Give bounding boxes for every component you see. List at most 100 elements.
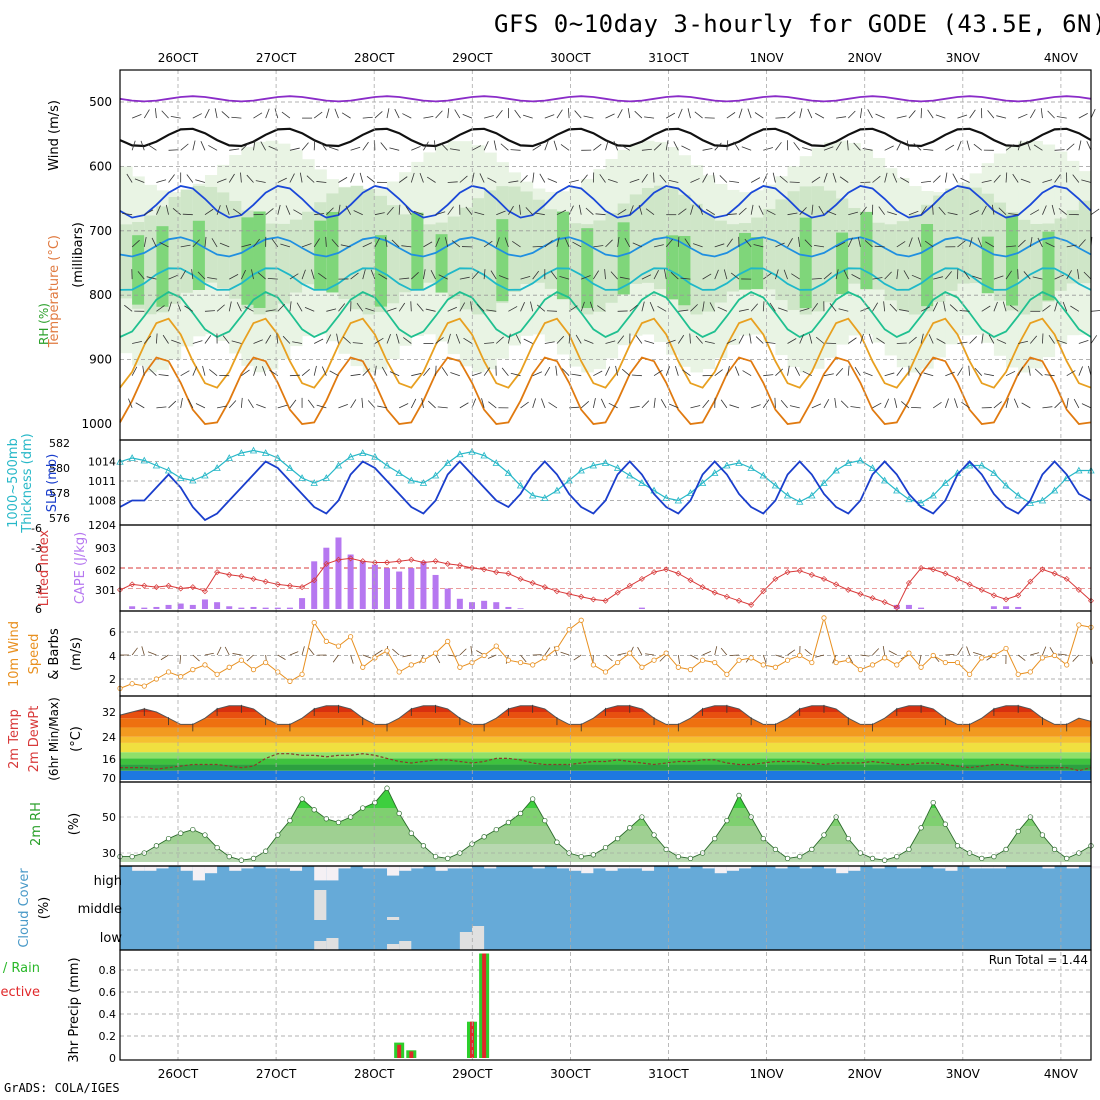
wind-barb [823, 373, 834, 377]
wind-barb [957, 240, 966, 248]
pressure-tick-label: 500 [89, 95, 112, 109]
thickness-point [1002, 481, 1010, 489]
rh-point [930, 799, 936, 806]
wind-barb [416, 303, 424, 312]
rh-point [1051, 846, 1058, 853]
wind-speed-point [918, 664, 924, 670]
wind-barb [966, 140, 971, 151]
wind-barb [938, 206, 946, 215]
lifted-index-point [214, 569, 221, 576]
thickness-point [565, 476, 573, 484]
wind-barb [510, 149, 521, 151]
wind-barb [301, 142, 309, 151]
wind-barb [326, 308, 337, 312]
wind-barb [277, 303, 286, 312]
rh-point [396, 810, 402, 817]
wind-barb [804, 239, 813, 248]
wind-barb [192, 366, 198, 376]
thickness-point [1050, 486, 1059, 494]
surface-wind-barb [141, 646, 145, 656]
wind-speed-point [360, 664, 366, 670]
wind-barb [702, 273, 712, 280]
wind-barb [969, 109, 976, 119]
rh-cell [629, 194, 643, 284]
isotherm-line [119, 127, 1092, 148]
cloud-cell [362, 866, 375, 869]
wind-barb [411, 271, 419, 280]
wind-barb [192, 113, 202, 119]
wind-barb [933, 276, 944, 280]
slp-tick-label: 1011 [88, 475, 116, 488]
wind-barb [963, 270, 970, 280]
cape-bar [165, 604, 172, 609]
cloud-cell [945, 866, 958, 871]
wind-barb [726, 338, 737, 344]
wind-barb [256, 403, 266, 409]
cloud-cell [459, 866, 472, 869]
wind-barb [1066, 270, 1072, 280]
wind-barb [362, 116, 373, 119]
wind-barb [884, 372, 895, 377]
wind-barb [532, 172, 535, 183]
rh-cell [690, 203, 704, 315]
wind-barb [1017, 239, 1026, 248]
wind-barb [900, 177, 910, 183]
thickness-point [735, 459, 743, 466]
wind-barb [860, 206, 867, 215]
wind-barb [241, 369, 250, 377]
rh-cell [387, 205, 400, 304]
wind-barb [168, 301, 172, 312]
wind-barb [156, 406, 167, 409]
wind-barb [847, 237, 853, 248]
wind-barb [471, 172, 475, 183]
wind-barb [410, 172, 415, 183]
wind-barb [775, 142, 782, 151]
wind-barb [132, 341, 143, 344]
rh-point [335, 819, 342, 826]
wind-barb [1029, 236, 1033, 247]
wind-speed-point [651, 657, 657, 663]
wind-barb [615, 365, 619, 376]
wind-barb [1017, 366, 1024, 376]
wind-barb [945, 144, 955, 151]
rh-cell [896, 221, 910, 311]
lifted-index-point [420, 559, 427, 566]
wind-barb [660, 399, 667, 409]
upper-wind-barbs [122, 108, 1100, 409]
wind-barb [932, 302, 938, 312]
wind-barb [666, 339, 676, 344]
wind-barb [1073, 398, 1080, 409]
wind-barb [386, 307, 397, 312]
wind-barb [276, 333, 279, 344]
wind-barb [374, 111, 383, 119]
wind-barb [1058, 208, 1067, 216]
cloud-cell [714, 866, 727, 874]
wind-barb [1005, 370, 1016, 377]
rh-cell [836, 232, 849, 295]
thickness-point [310, 479, 318, 486]
rh-cell [241, 217, 255, 305]
rh-cell [860, 211, 874, 290]
lifted-index-point [359, 558, 366, 565]
wind-barb [1083, 271, 1092, 280]
wind-speed-point [615, 659, 621, 666]
wind-barb [670, 271, 679, 280]
surface-wind-barb [232, 653, 242, 656]
cloud-cell [399, 866, 412, 871]
cape-bar [384, 568, 391, 609]
wind-barb [714, 243, 725, 248]
date-label-bottom: 31OCT [648, 1067, 689, 1081]
wind-barb [546, 310, 557, 312]
lifted-index-point [820, 575, 827, 582]
rh-cell [277, 223, 291, 304]
wind-barb [981, 180, 992, 183]
wind-tick-label: 6 [109, 626, 116, 639]
rh-cell [411, 212, 424, 290]
wind-barb [799, 207, 807, 215]
wind-barb [1048, 334, 1055, 344]
lifted-index-point [505, 570, 512, 577]
lifted-index-point [954, 575, 961, 582]
wind-barb [952, 173, 958, 183]
rh-cell [848, 208, 861, 284]
surface-wind-barb [804, 649, 813, 656]
